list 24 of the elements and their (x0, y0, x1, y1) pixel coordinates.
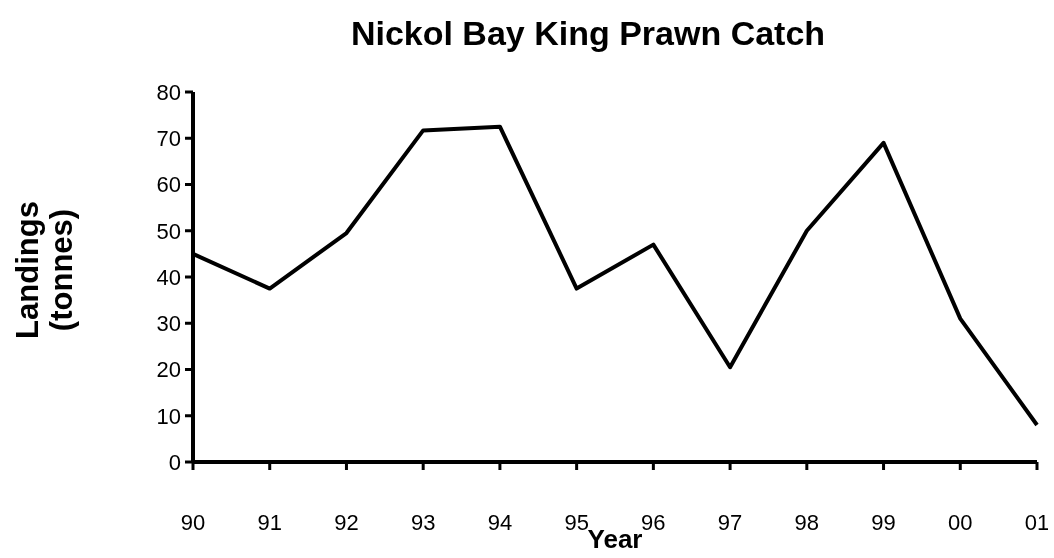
x-tick-label: 92 (334, 509, 359, 535)
y-tick-label: 10 (156, 403, 181, 429)
chart-title: Nickol Bay King Prawn Catch (349, 14, 827, 53)
y-tick-label: 0 (168, 449, 181, 475)
y-tick-label: 80 (156, 79, 181, 105)
x-tick-label: 99 (871, 509, 896, 535)
y-tick-label: 70 (156, 126, 181, 152)
y-tick-label: 30 (156, 311, 181, 337)
x-tick-label: 01 (1024, 509, 1050, 535)
x-axis-title: Year (587, 524, 643, 554)
x-tick-label: 96 (641, 509, 666, 535)
x-tick-label: 94 (487, 509, 513, 535)
x-tick-label: 93 (410, 509, 436, 535)
x-tick-label: 00 (948, 509, 973, 535)
y-tick-label: 20 (156, 357, 181, 383)
x-tick-label: 95 (564, 509, 589, 535)
y-tick-label: 40 (156, 264, 181, 290)
y-tick-label: 50 (156, 218, 181, 244)
x-tick-label: 98 (794, 509, 820, 535)
x-tick-label: 91 (257, 509, 282, 535)
x-tick-label: 90 (180, 509, 206, 535)
x-tick-label: 97 (717, 509, 743, 535)
y-axis-title: Landings (tonnes) (10, 201, 79, 339)
y-tick-label: 60 (156, 172, 181, 198)
